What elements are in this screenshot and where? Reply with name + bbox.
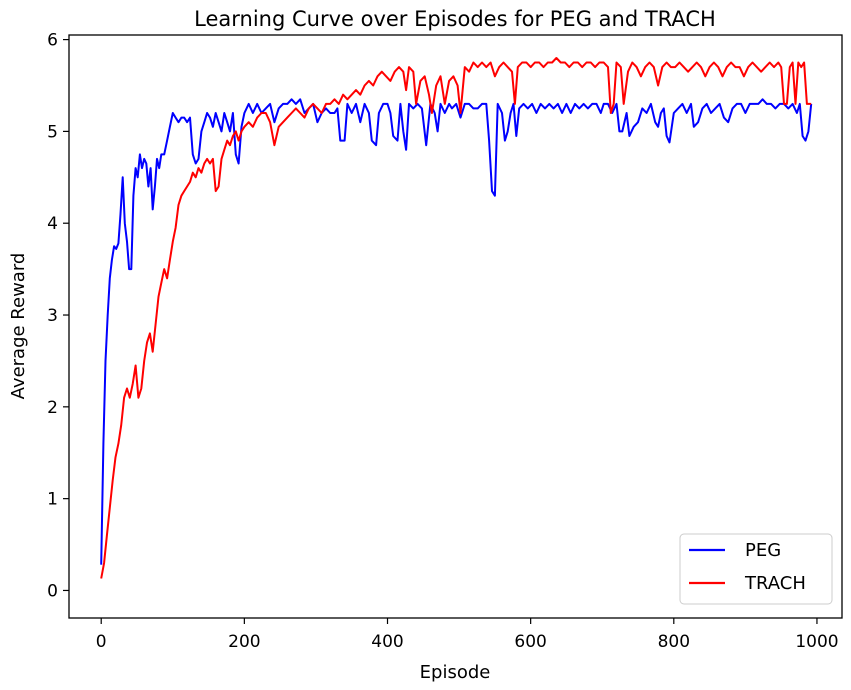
legend-label-peg: PEG xyxy=(745,540,781,561)
x-tick-label: 200 xyxy=(228,632,260,652)
y-axis-label: Average Reward xyxy=(8,253,29,400)
y-tick-label: 0 xyxy=(47,581,58,601)
series-line-trach xyxy=(100,57,812,579)
chart-title: Learning Curve over Episodes for PEG and… xyxy=(194,7,716,31)
y-tick-label: 2 xyxy=(47,398,58,418)
x-tick-label: 600 xyxy=(514,632,546,652)
plot-area xyxy=(68,34,843,619)
x-axis: 0 200 400 600 800 1000 xyxy=(96,618,839,652)
plot-frame xyxy=(68,34,843,619)
y-tick-label: 1 xyxy=(47,490,58,510)
y-axis: 0 1 2 3 4 5 6 xyxy=(47,31,69,601)
x-tick-label: 400 xyxy=(371,632,403,652)
x-tick-label: 800 xyxy=(658,632,690,652)
x-tick-label: 1000 xyxy=(795,632,838,652)
y-tick-label: 5 xyxy=(47,122,58,142)
series-lines xyxy=(100,57,813,579)
x-axis-label: Episode xyxy=(420,662,491,683)
y-tick-label: 4 xyxy=(47,214,58,234)
series-line-peg xyxy=(100,98,813,565)
legend: PEG TRACH xyxy=(679,533,833,605)
x-tick-label: 0 xyxy=(96,632,107,652)
y-tick-label: 3 xyxy=(47,306,58,326)
legend-box xyxy=(679,533,833,605)
legend-label-trach: TRACH xyxy=(744,573,806,594)
y-tick-label: 6 xyxy=(47,31,58,51)
